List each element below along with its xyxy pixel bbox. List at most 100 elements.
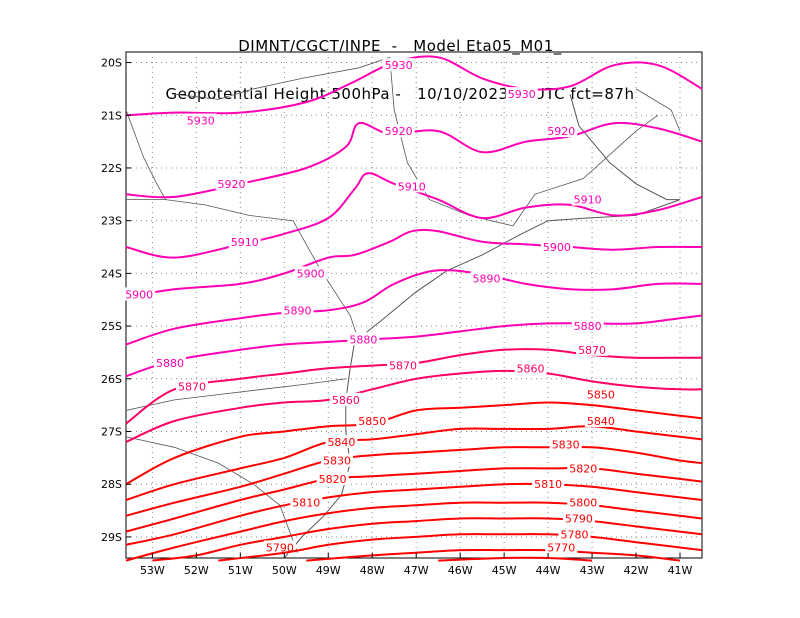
contour-label-5920: 5920: [218, 178, 246, 191]
x-tick-label: 52W: [184, 564, 209, 577]
contour-label-5770: 5770: [547, 541, 575, 554]
x-tick-label: 48W: [360, 564, 385, 577]
contour-label-5900: 5900: [543, 241, 571, 254]
contour-label-5880: 5880: [574, 320, 602, 333]
contour-label-5910: 5910: [398, 180, 426, 193]
contour-label-bg: [356, 413, 389, 427]
plot-frame: [125, 51, 703, 559]
contour-label-5820: 5820: [569, 462, 597, 475]
y-tick-label: 28S: [101, 478, 122, 491]
contour-label-bg: [153, 355, 186, 369]
contour-label-bg: [329, 392, 362, 406]
y-tick-label: 27S: [101, 426, 122, 439]
contour-5830: [125, 445, 703, 517]
contour-label-5930: 5930: [385, 59, 413, 72]
contour-5930: [125, 55, 703, 117]
y-tick-label: 24S: [101, 267, 122, 280]
contour-label-5910: 5910: [231, 236, 259, 249]
contour-label-5790: 5790: [266, 541, 294, 554]
contour-5840: [125, 425, 703, 501]
contour-label-bg: [395, 179, 428, 193]
contour-label-bg: [470, 271, 503, 285]
contour-label-bg: [549, 437, 582, 451]
contour-layer: 5930 5930 5930 5920 5920 5920 5910 5910 5910 5900…: [123, 55, 703, 562]
y-tick-label: 22S: [101, 162, 122, 175]
contour-label-bg: [514, 361, 547, 375]
contour-label-5930: 5930: [508, 88, 536, 101]
contour-label-bg: [316, 471, 349, 485]
contour-label-5840: 5840: [587, 415, 615, 428]
contour-label-5850: 5850: [358, 415, 386, 428]
y-tick-label: 25S: [101, 320, 122, 333]
y-tick-label: 29S: [101, 531, 122, 544]
contour-label-5840: 5840: [327, 436, 355, 449]
state-border: [125, 436, 298, 553]
contour-label-5830: 5830: [323, 454, 351, 467]
contour-label-5860: 5860: [332, 394, 360, 407]
x-tick-label: 53W: [140, 564, 165, 577]
state-border: [125, 109, 166, 200]
contour-5850: [125, 401, 703, 486]
contour-label-bg: [567, 495, 600, 509]
contour-label-5880: 5880: [349, 333, 377, 346]
x-tick-label: 44W: [536, 564, 561, 577]
contour-label-bg: [382, 58, 415, 72]
contour-label-5820: 5820: [319, 473, 347, 486]
contour-label-bg: [387, 358, 420, 372]
tick-layer: 53W 52W 51W 50W 49W 48W 47W 46W 45W 44W 43W 42W 41W 2…: [101, 57, 693, 577]
contour-label-bg: [584, 387, 617, 401]
contour-label-bg: [184, 113, 217, 127]
state-border: [635, 88, 681, 132]
contour-label-5870: 5870: [178, 381, 206, 394]
contour-label-bg: [567, 461, 600, 475]
contour-label-bg: [584, 413, 617, 427]
contour-5820: [125, 467, 703, 533]
contour-5810: [125, 482, 703, 546]
contour-label-bg: [228, 234, 261, 248]
x-tick-label: 47W: [404, 564, 429, 577]
contour-5900: [125, 228, 703, 299]
x-tick-label: 42W: [624, 564, 649, 577]
contour-label-bg: [325, 435, 358, 449]
contour-5760: [438, 556, 593, 562]
contour-5780: [218, 533, 703, 562]
contour-label-bg: [347, 332, 380, 346]
x-tick-label: 41W: [668, 564, 693, 577]
contour-label-5780: 5780: [560, 528, 588, 541]
contour-label-bg: [545, 540, 578, 554]
x-tick-label: 43W: [580, 564, 605, 577]
contour-5860: [125, 369, 703, 443]
contour-5890: [125, 269, 703, 346]
contour-label-5880: 5880: [156, 357, 184, 370]
y-tick-label: 26S: [101, 373, 122, 386]
contour-5880: [125, 314, 703, 378]
contour-label-5890: 5890: [473, 273, 501, 286]
contour-label-5830: 5830: [552, 439, 580, 452]
contour-5870: [125, 348, 703, 425]
contour-label-5870: 5870: [389, 360, 417, 373]
title-line-1: DIMNT/CGCT/INPE - Model Eta05_M01_: [238, 37, 562, 55]
contour-label-bg: [321, 453, 354, 467]
contour-label-5890: 5890: [283, 304, 311, 317]
y-tick-label: 20S: [101, 57, 122, 70]
contour-label-bg: [545, 124, 578, 138]
contour-label-5810: 5810: [534, 478, 562, 491]
y-tick-label: 23S: [101, 215, 122, 228]
contour-label-5810: 5810: [292, 497, 320, 510]
contour-label-bg: [263, 540, 296, 554]
contour-label-5800: 5800: [569, 497, 597, 510]
contour-label-bg: [123, 287, 156, 301]
contour-label-5910: 5910: [574, 194, 602, 207]
contour-label-bg: [382, 124, 415, 138]
contour-label-bg: [290, 495, 323, 509]
contour-label-bg: [175, 379, 208, 393]
contour-label-bg: [558, 527, 591, 541]
contour-label-bg: [281, 303, 314, 317]
contour-label-5920: 5920: [385, 125, 413, 138]
contour-label-5900: 5900: [125, 288, 153, 301]
contour-label-bg: [215, 176, 248, 190]
contour-label-bg: [576, 342, 609, 356]
contour-label-bg: [571, 319, 604, 333]
contour-label-5850: 5850: [587, 389, 615, 402]
